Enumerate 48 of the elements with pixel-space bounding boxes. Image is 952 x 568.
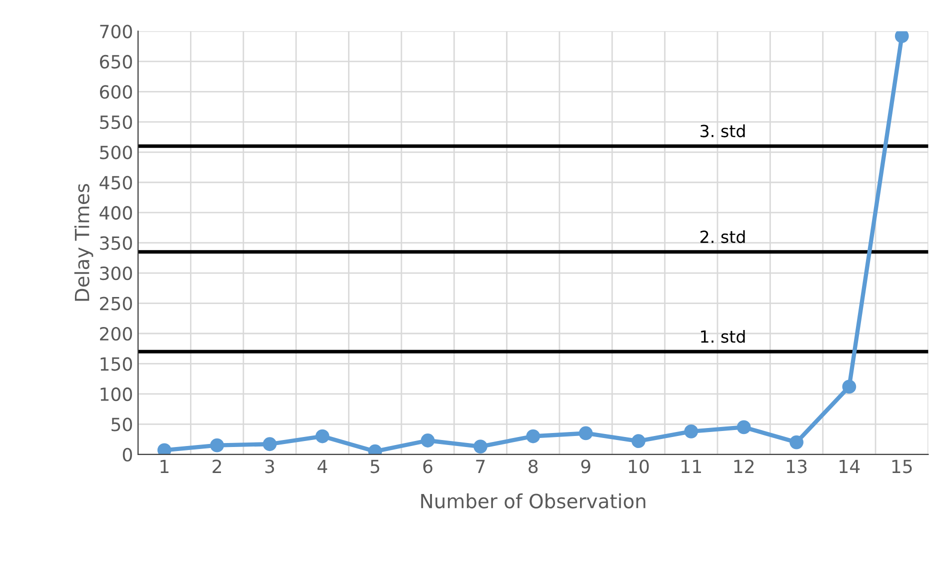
point <box>474 440 488 454</box>
y-tick-label: 700 <box>100 24 132 38</box>
x-tick-label: 2 <box>212 460 221 473</box>
point <box>790 435 804 450</box>
y-tick-label: 50 <box>112 418 132 432</box>
point <box>420 434 435 448</box>
x-tick-label: 14 <box>840 460 860 473</box>
point <box>578 426 593 440</box>
x-tick-label: 13 <box>787 460 807 474</box>
x-tick-label: 15 <box>892 460 912 474</box>
x-tick-label: 11 <box>682 460 701 473</box>
point <box>262 437 277 452</box>
y-tick-label: 250 <box>100 296 132 310</box>
point <box>210 438 224 452</box>
point <box>842 380 856 394</box>
x-tick-label: 10 <box>628 460 649 474</box>
y-tick-label: 350 <box>100 236 132 250</box>
point <box>632 434 646 448</box>
point <box>736 420 751 434</box>
y-tick-label: 200 <box>100 326 132 341</box>
y-tick-label: 450 <box>100 176 132 190</box>
x-tick-label: 1 <box>160 460 168 473</box>
y-tick-label: 150 <box>100 357 132 371</box>
x-tick-label: 5 <box>370 460 380 474</box>
y-tick-label: 400 <box>100 206 132 220</box>
x-tick-label: 3 <box>265 460 274 474</box>
x-axis-title: Number of Observation <box>421 493 646 508</box>
y-axis-title: Delay Times <box>74 184 94 301</box>
y-tick-label: 100 <box>100 387 132 402</box>
ref-line-label: 2. std <box>700 230 745 244</box>
y-tick-label: 300 <box>100 266 132 280</box>
x-tick-label: 7 <box>476 460 485 473</box>
y-tick-label: 0 <box>122 448 132 462</box>
x-tick-label: 8 <box>528 460 538 474</box>
y-tick-label: 550 <box>100 115 132 130</box>
y-tick-label: 600 <box>100 85 132 99</box>
x-tick-label: 12 <box>734 460 754 473</box>
x-tick-label: 4 <box>318 460 328 473</box>
ref-line-label: 3. std <box>700 124 745 138</box>
point <box>526 429 540 444</box>
y-tick-label: 500 <box>100 146 132 160</box>
y-tick-label: 650 <box>100 54 132 69</box>
point <box>684 424 698 438</box>
ref-line-label: 1. std <box>701 330 745 343</box>
x-tick-label: 6 <box>423 460 432 474</box>
x-tick-label: 9 <box>581 460 590 474</box>
point <box>315 429 330 444</box>
point <box>894 31 909 44</box>
